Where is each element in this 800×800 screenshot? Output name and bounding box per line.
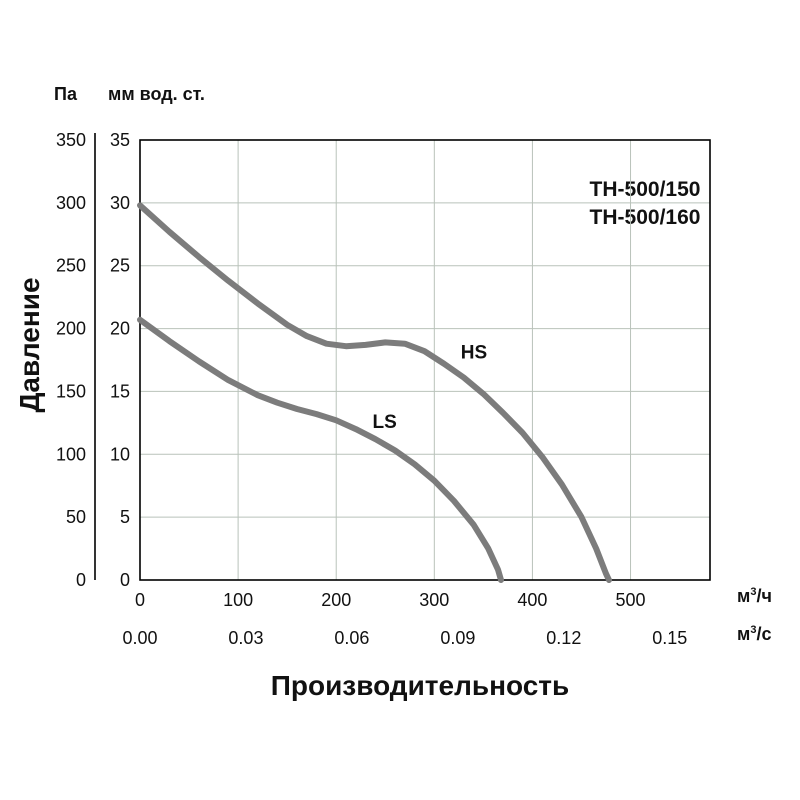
model-labels: TH-500/150 TH-500/160 bbox=[575, 176, 715, 232]
x-axis-unit-m3h: м3/ч bbox=[737, 586, 772, 607]
model-label-2: TH-500/160 bbox=[589, 206, 701, 229]
y-axis-unit-mm: мм вод. ст. bbox=[108, 84, 205, 104]
x-axis-title: Производительность bbox=[270, 670, 570, 701]
series-label-ls: LS bbox=[373, 412, 397, 433]
x-tick-m3s: 0.09 bbox=[440, 628, 475, 648]
x-tick-m3h: 100 bbox=[223, 590, 253, 610]
m3s-unit-denom: /с bbox=[756, 624, 772, 644]
x-tick-m3s: 0.03 bbox=[228, 628, 263, 648]
x-tick-m3h: 300 bbox=[419, 590, 449, 610]
m3s-unit-base: м bbox=[737, 624, 751, 644]
y-axis-unit-pa: Па bbox=[54, 84, 77, 104]
y-tick-pa: 200 bbox=[56, 319, 86, 339]
plot-border bbox=[139, 139, 711, 581]
model-label-1: TH-500/150 bbox=[589, 178, 701, 201]
y-tick-mm: 15 bbox=[110, 381, 130, 401]
x-tick-m3s: 0.00 bbox=[122, 628, 157, 648]
y-tick-pa: 300 bbox=[56, 193, 86, 213]
x-tick-m3h: 400 bbox=[517, 590, 547, 610]
y-tick-mm: 20 bbox=[110, 319, 130, 339]
x-tick-m3s: 0.15 bbox=[652, 628, 687, 648]
m3s-unit-sup: 3 bbox=[750, 624, 757, 636]
y-tick-pa: 350 bbox=[56, 130, 86, 150]
x-tick-m3s: 0.12 bbox=[546, 628, 581, 648]
y-tick-pa: 250 bbox=[56, 256, 86, 276]
y-tick-pa: 0 bbox=[76, 570, 86, 590]
y-tick-pa: 100 bbox=[56, 444, 86, 464]
curve-hs bbox=[137, 202, 612, 583]
curve-ls bbox=[137, 316, 504, 583]
x-axis-unit-m3s: м3/с bbox=[737, 624, 771, 645]
y-tick-mm: 30 bbox=[110, 193, 130, 213]
x-tick-m3h: 500 bbox=[616, 590, 646, 610]
y-tick-mm: 0 bbox=[120, 570, 130, 590]
m3h-unit-sup: 3 bbox=[750, 586, 757, 598]
y-tick-mm: 35 bbox=[110, 130, 130, 150]
x-tick-m3h: 200 bbox=[321, 590, 351, 610]
y-tick-pa: 50 bbox=[66, 507, 86, 527]
y-tick-mm: 10 bbox=[110, 444, 130, 464]
m3h-unit-base: м bbox=[737, 586, 751, 606]
y-tick-pa: 150 bbox=[56, 381, 86, 401]
series-label-hs: HS bbox=[461, 343, 487, 364]
x-tick-m3h: 0 bbox=[135, 590, 145, 610]
m3h-unit-denom: /ч bbox=[756, 586, 772, 606]
y-tick-mm: 5 bbox=[120, 507, 130, 527]
y-tick-mm: 25 bbox=[110, 256, 130, 276]
x-tick-m3s: 0.06 bbox=[334, 628, 369, 648]
